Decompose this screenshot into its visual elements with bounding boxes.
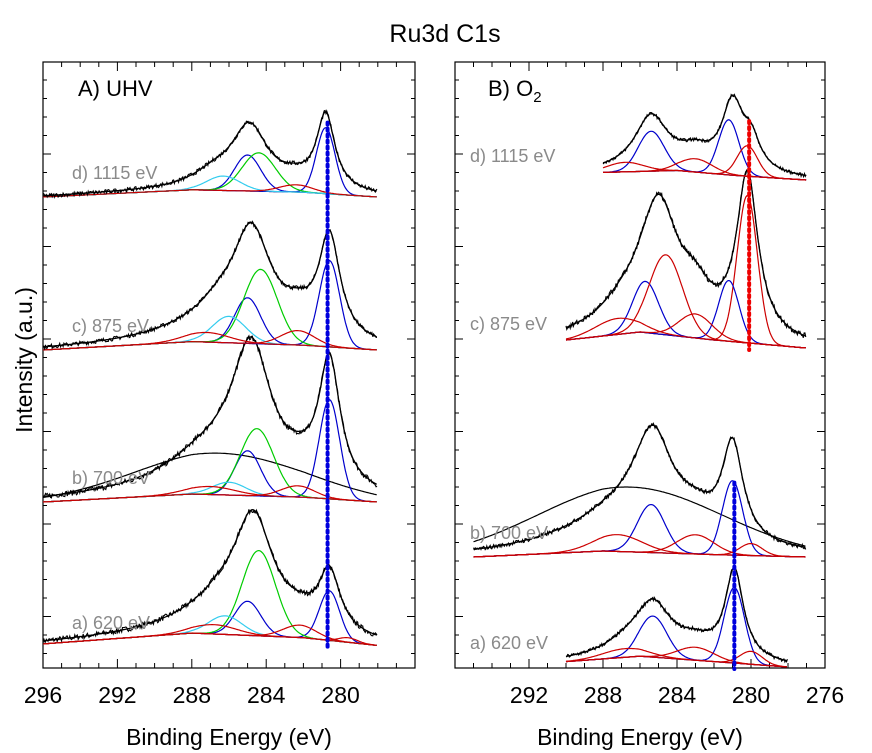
figure-title: Ru3d C1s xyxy=(389,20,500,48)
fit-component-red xyxy=(42,485,377,503)
photon-energy-label: b) 700 eV xyxy=(470,523,548,543)
fit-component-blue xyxy=(603,119,807,181)
fit-component-blue xyxy=(565,280,806,349)
trace-a: a) 620 eV xyxy=(42,508,378,646)
y-axis-label: Intensity (a.u.) xyxy=(11,287,37,433)
fit-component-red xyxy=(565,254,806,349)
x-tick-label: 288 xyxy=(173,682,211,708)
x-tick-label: 284 xyxy=(247,682,286,708)
trace-c: c) 875 eV xyxy=(470,169,807,349)
photon-energy-label: a) 620 eV xyxy=(470,633,548,653)
x-tick-label: 288 xyxy=(584,682,622,708)
fit-component-red xyxy=(565,647,787,668)
trace-d: d) 1115 eV xyxy=(470,93,807,181)
broad-background-curve xyxy=(42,452,377,499)
x-tick-label: 280 xyxy=(732,682,770,708)
tick-marks xyxy=(454,62,826,668)
x-axis-label: Binding Energy (eV) xyxy=(126,724,332,750)
fit-envelope xyxy=(42,222,377,348)
background-fit xyxy=(565,331,806,349)
panel-label-prefix: B) O xyxy=(488,76,533,101)
spectrum-line xyxy=(565,565,788,664)
panel-label-main: UHV xyxy=(106,76,153,101)
plot-frame xyxy=(42,61,416,669)
photon-energy-label: d) 1115 eV xyxy=(470,146,555,166)
panel-label-subscript: 2 xyxy=(533,89,541,106)
spectrum-line xyxy=(565,169,807,338)
photon-energy-label: a) 620 eV xyxy=(72,613,150,633)
photon-energy-label: d) 1115 eV xyxy=(72,163,157,183)
panel-label-prefix: A) xyxy=(78,76,106,101)
fit-envelope xyxy=(42,111,377,197)
trace-c: c) 875 eV xyxy=(42,220,378,351)
x-tick-label: 284 xyxy=(658,682,697,708)
fit-component-red xyxy=(565,317,806,349)
photon-energy-label: c) 875 eV xyxy=(470,314,547,334)
fit-envelope xyxy=(565,566,788,662)
fit-component-red xyxy=(565,194,806,349)
broad-background-curve xyxy=(473,486,806,547)
x-tick-label: 292 xyxy=(98,682,136,708)
panel-a-uhv: 296 292 288 284 280 Binding Energy (eV) A) UHV… xyxy=(24,61,416,750)
panel-label: A) UHV xyxy=(78,76,153,101)
fit-component-red xyxy=(42,184,377,198)
panel-b-o2: 292 288 284 280 276 Binding Energy (eV) B) O2 a… xyxy=(454,61,844,750)
fit-component-red xyxy=(473,543,806,558)
trace-b: b) 700 eV xyxy=(470,422,807,558)
tick-marks xyxy=(42,62,416,668)
trace-a: a) 620 eV xyxy=(470,565,788,668)
fit-envelope xyxy=(602,94,807,177)
trace-d: d) 1115 eV xyxy=(42,109,378,199)
x-tick-label: 276 xyxy=(806,682,844,708)
x-axis-label: Binding Energy (eV) xyxy=(537,724,743,750)
fit-envelope xyxy=(42,509,377,642)
x-tick-label: 292 xyxy=(510,682,548,708)
fit-component-red xyxy=(602,161,807,181)
x-tick-label: 280 xyxy=(321,682,359,708)
photon-energy-label: c) 875 eV xyxy=(72,316,149,336)
x-tick-label: 296 xyxy=(24,682,62,708)
fit-component-blue xyxy=(565,280,806,349)
fit-component-red xyxy=(42,331,377,351)
fit-component-red xyxy=(42,632,377,646)
fit-envelope xyxy=(565,169,807,337)
panel-label: B) O2 xyxy=(488,76,542,106)
spectrum-line xyxy=(602,93,807,179)
fit-envelope xyxy=(473,424,806,551)
fit-envelope xyxy=(42,336,378,498)
photon-energy-label: b) 700 eV xyxy=(72,468,150,488)
trace-b: b) 700 eV xyxy=(42,334,378,503)
